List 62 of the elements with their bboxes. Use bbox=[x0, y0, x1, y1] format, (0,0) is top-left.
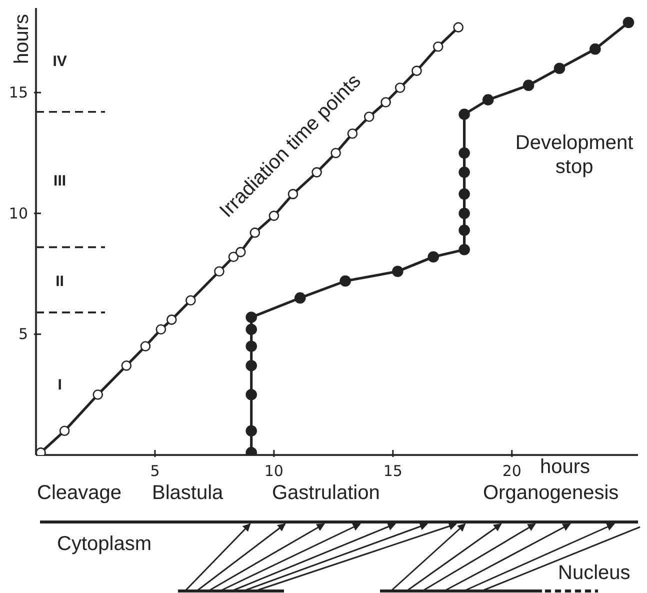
point bbox=[140, 341, 151, 352]
text: Cleavage bbox=[37, 482, 122, 505]
point bbox=[246, 425, 257, 436]
point bbox=[458, 208, 470, 220]
point bbox=[394, 82, 406, 93]
point bbox=[214, 266, 224, 277]
text: Blastula bbox=[152, 482, 224, 505]
y-tick-label: 15 bbox=[8, 84, 28, 102]
y-tick-label: 5 bbox=[18, 325, 28, 344]
point bbox=[312, 167, 322, 178]
point bbox=[235, 246, 246, 258]
point bbox=[458, 188, 470, 200]
x-tick-label: 10 bbox=[264, 462, 284, 480]
point bbox=[482, 94, 494, 106]
point bbox=[246, 312, 257, 323]
point bbox=[432, 42, 444, 52]
point bbox=[59, 426, 70, 436]
point bbox=[622, 16, 634, 28]
point bbox=[92, 389, 104, 400]
text: Gastrulation bbox=[272, 482, 380, 505]
point bbox=[392, 266, 404, 278]
point bbox=[554, 62, 566, 74]
x-tick-label: 15 bbox=[383, 462, 402, 480]
point bbox=[166, 314, 177, 325]
point bbox=[590, 43, 601, 55]
x-tick-label: 5 bbox=[150, 462, 160, 480]
point bbox=[250, 228, 260, 238]
point bbox=[246, 340, 257, 352]
point bbox=[340, 275, 351, 287]
point bbox=[412, 66, 422, 76]
x-axis-title: hours bbox=[540, 456, 590, 479]
point bbox=[458, 166, 470, 178]
annotation: IV bbox=[52, 52, 67, 70]
text: Nucleus bbox=[558, 562, 630, 585]
y-axis-title: hours bbox=[11, 14, 33, 64]
point bbox=[453, 22, 464, 32]
point bbox=[458, 108, 470, 120]
point bbox=[380, 97, 391, 108]
point bbox=[522, 80, 534, 91]
annotation: II bbox=[56, 272, 64, 290]
point bbox=[246, 324, 257, 336]
point bbox=[330, 148, 341, 158]
x-tick-label: 20 bbox=[502, 462, 522, 480]
point bbox=[246, 388, 257, 400]
text: Cytoplasm bbox=[57, 533, 152, 556]
point bbox=[246, 360, 257, 372]
point bbox=[458, 244, 470, 256]
annotation: I bbox=[58, 376, 62, 394]
text: Organogenesis bbox=[483, 482, 619, 505]
point bbox=[228, 252, 239, 262]
point bbox=[294, 292, 306, 304]
annotation: III bbox=[54, 172, 66, 190]
point bbox=[156, 324, 166, 335]
point bbox=[428, 251, 440, 263]
point bbox=[121, 360, 132, 371]
series-label: Development stop bbox=[515, 132, 634, 178]
y-tick-label: 10 bbox=[8, 204, 28, 222]
point bbox=[364, 112, 374, 122]
point bbox=[186, 295, 196, 306]
point bbox=[347, 128, 358, 139]
point bbox=[458, 224, 470, 236]
point bbox=[458, 147, 470, 159]
